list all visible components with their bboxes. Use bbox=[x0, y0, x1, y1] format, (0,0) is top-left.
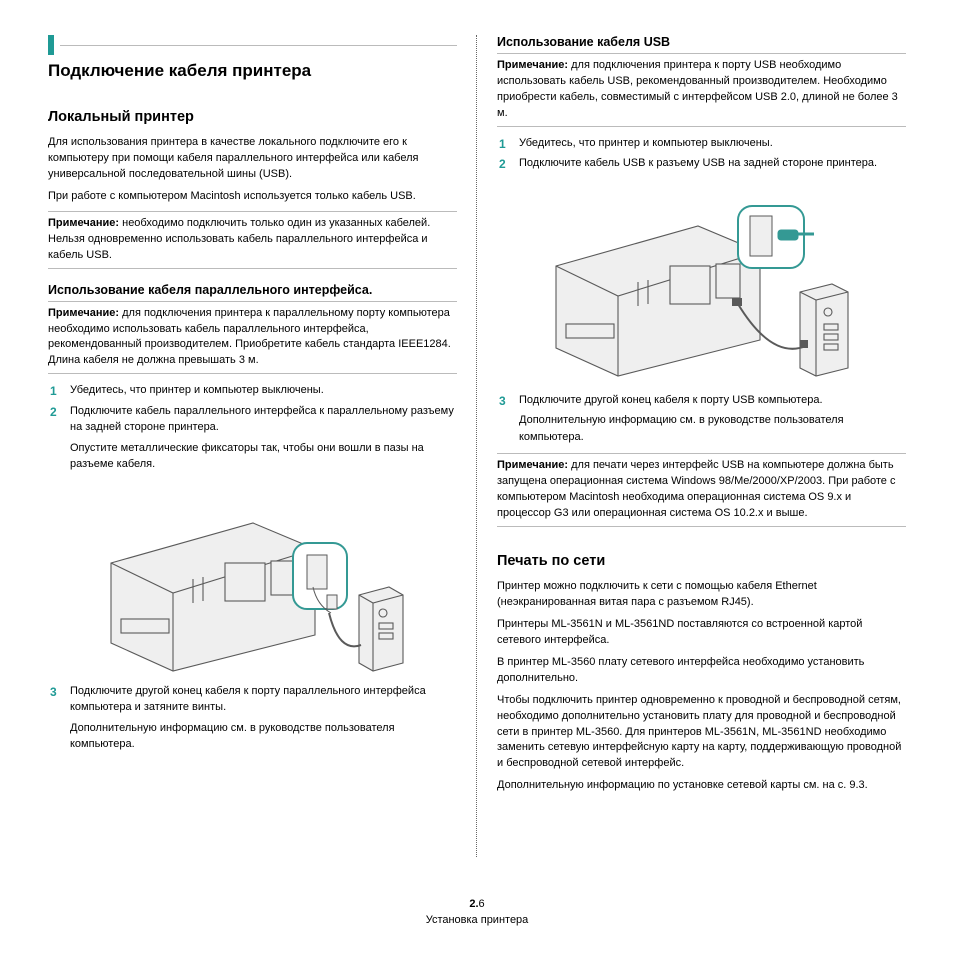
printer-usb-svg bbox=[542, 184, 862, 384]
net-paragraph-3: В принтер ML-3560 плату сетевого интерфе… bbox=[497, 655, 906, 687]
step-text: Подключите другой конец кабеля к порту п… bbox=[70, 685, 426, 714]
page-footer: 2.6 Установка принтера bbox=[48, 897, 906, 934]
note-usb-os: Примечание: для печати через интерфейс U… bbox=[497, 458, 906, 522]
steps-parallel-pc: Подключите другой конец кабеля к порту п… bbox=[48, 683, 457, 753]
page-num: 6 bbox=[479, 898, 485, 910]
step-item: Убедитесь, что принтер и компьютер выклю… bbox=[48, 382, 457, 399]
chapter-rule-line bbox=[60, 45, 457, 55]
step-item: Подключите кабель USB к разъему USB на з… bbox=[497, 155, 906, 172]
steps-usb-connect: Убедитесь, что принтер и компьютер выклю… bbox=[497, 135, 906, 172]
note4-rule-bottom bbox=[497, 526, 906, 527]
net-paragraph-4: Чтобы подключить принтер одновременно к … bbox=[497, 693, 906, 773]
illustration-usb-cable bbox=[497, 184, 906, 384]
step-subtext: Дополнительную информацию см. в руководс… bbox=[70, 720, 457, 753]
step-item: Убедитесь, что принтер и компьютер выклю… bbox=[497, 135, 906, 152]
step-text: Убедитесь, что принтер и компьютер выклю… bbox=[70, 384, 324, 396]
note-usb-cable: Примечание: для подключения принтера к п… bbox=[497, 58, 906, 122]
note-parallel-cable: Примечание: для подключения принтера к п… bbox=[48, 306, 457, 370]
section-title-local-printer: Локальный принтер bbox=[48, 109, 457, 125]
footer-caption: Установка принтера bbox=[48, 913, 906, 928]
steps-parallel-connect: Убедитесь, что принтер и компьютер выклю… bbox=[48, 382, 457, 473]
printer-parallel-svg bbox=[93, 485, 413, 675]
chapter-title: Подключение кабеля принтера bbox=[48, 61, 457, 81]
note-single-cable: Примечание: необходимо подключить только… bbox=[48, 216, 457, 264]
note-rule-top bbox=[48, 211, 457, 212]
step-text: Убедитесь, что принтер и компьютер выклю… bbox=[519, 137, 773, 149]
chapter-tick-icon bbox=[48, 35, 54, 55]
page-number: 2.6 bbox=[48, 897, 906, 912]
net-paragraph-1: Принтер можно подключить к сети с помощь… bbox=[497, 579, 906, 611]
manual-page: Подключение кабеля принтера Локальный пр… bbox=[0, 0, 954, 954]
step-item: Подключите кабель параллельного интерфей… bbox=[48, 403, 457, 473]
right-column: Использование кабеля USB Примечание: для… bbox=[493, 35, 906, 897]
step-text: Подключите кабель USB к разъему USB на з… bbox=[519, 157, 877, 169]
note-label: Примечание: bbox=[48, 217, 119, 229]
page-chapter: 2. bbox=[469, 898, 478, 910]
note-rule-bottom bbox=[48, 268, 457, 269]
step-text: Подключите кабель параллельного интерфей… bbox=[70, 405, 454, 434]
intro-paragraph-2: При работе с компьютером Macintosh испол… bbox=[48, 189, 457, 205]
intro-paragraph-1: Для использования принтера в качестве ло… bbox=[48, 135, 457, 183]
note2-rule-bottom bbox=[48, 373, 457, 374]
note4-rule-top bbox=[497, 453, 906, 454]
note-label: Примечание: bbox=[48, 307, 119, 319]
step-item: Подключите другой конец кабеля к порту п… bbox=[48, 683, 457, 753]
subsection-usb-cable: Использование кабеля USB bbox=[497, 35, 906, 49]
note-label: Примечание: bbox=[497, 459, 568, 471]
subsection-parallel-cable: Использование кабеля параллельного интер… bbox=[48, 283, 457, 297]
section-title-network-print: Печать по сети bbox=[497, 553, 906, 569]
step-item: Подключите другой конец кабеля к порту U… bbox=[497, 392, 906, 446]
steps-usb-pc: Подключите другой конец кабеля к порту U… bbox=[497, 392, 906, 446]
net-paragraph-5: Дополнительную информацию по установке с… bbox=[497, 778, 906, 794]
net-paragraph-2: Принтеры ML-3561N и ML-3561ND поставляют… bbox=[497, 617, 906, 649]
two-column-layout: Подключение кабеля принтера Локальный пр… bbox=[48, 35, 906, 897]
note-label: Примечание: bbox=[497, 59, 568, 71]
step-subtext: Дополнительную информацию см. в руководс… bbox=[519, 412, 906, 445]
chapter-rule bbox=[48, 35, 457, 55]
note2-rule-top bbox=[48, 301, 457, 302]
column-divider bbox=[476, 35, 477, 857]
illustration-parallel-cable bbox=[48, 485, 457, 675]
step-subtext: Опустите металлические фиксаторы так, чт… bbox=[70, 440, 457, 473]
note3-rule-bottom bbox=[497, 126, 906, 127]
step-text: Подключите другой конец кабеля к порту U… bbox=[519, 394, 823, 406]
note3-rule-top bbox=[497, 53, 906, 54]
left-column: Подключение кабеля принтера Локальный пр… bbox=[48, 35, 461, 897]
